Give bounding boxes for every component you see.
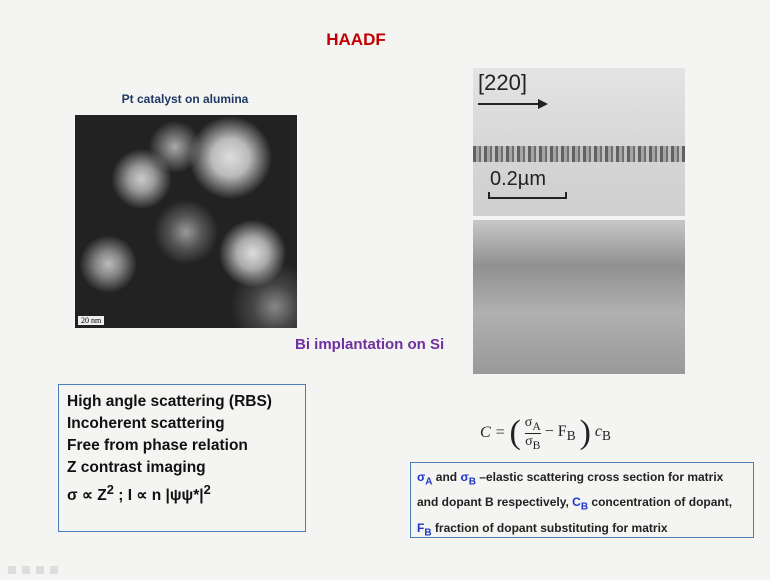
symbol: B <box>424 527 431 538</box>
slide: HAADF Pt catalyst on alumina 20 nm [220]… <box>0 0 770 580</box>
image-caption: Pt catalyst on alumina <box>95 92 275 106</box>
formula-part: σ ∝ Z <box>67 487 107 504</box>
property: Z contrast imaging <box>67 457 297 479</box>
eq-part: c <box>595 423 602 440</box>
symbol: σ <box>417 470 425 484</box>
eq-part: − F <box>545 423 567 440</box>
slide-title: HAADF <box>310 30 402 50</box>
eq-part: B <box>533 439 541 452</box>
property: Incoherent scattering <box>67 413 297 435</box>
micrograph <box>473 220 685 374</box>
note-text: and <box>432 470 460 484</box>
formula-part: |ψψ*| <box>166 487 204 504</box>
formula-part: 2 <box>204 482 211 497</box>
note-text: concentration of dopant, <box>588 495 732 509</box>
symbol: B <box>581 502 588 513</box>
eq-part: cB <box>595 423 611 444</box>
eq-part: A <box>532 420 540 433</box>
toolbar-icons <box>8 565 88 575</box>
micrograph <box>75 115 297 328</box>
symbol: σ <box>460 470 468 484</box>
formula-part: ; I ∝ n <box>118 487 161 504</box>
direction-label: [220] <box>478 70 527 96</box>
eq-part: C = <box>480 424 505 442</box>
eq-part: σA <box>525 415 541 433</box>
fraction: σA σB <box>525 415 541 452</box>
eq-part: − FB <box>545 423 576 444</box>
scale-label: 20 nm <box>78 316 104 325</box>
scale-label: 0.2µm <box>490 168 546 191</box>
paren: ( <box>509 416 520 450</box>
equation: C = ( σA σB − FB ) cB <box>480 415 611 452</box>
eq-part: σB <box>525 434 540 452</box>
eq-part: σ <box>525 434 533 449</box>
property: High angle scattering (RBS) <box>67 391 297 413</box>
direction-arrow <box>478 98 548 110</box>
image-caption: Bi implantation on Si <box>295 336 444 353</box>
property: Free from phase relation <box>67 435 297 457</box>
formula: σ ∝ Z2 ; I ∝ n |ψψ*|2 <box>67 479 297 507</box>
implant-band <box>473 146 685 162</box>
properties-box: High angle scattering (RBS) Incoherent s… <box>58 384 306 532</box>
paren: ) <box>580 416 591 450</box>
formula-part: 2 <box>107 482 114 497</box>
eq-part: B <box>602 428 611 443</box>
note-box: σA and σB –elastic scattering cross sect… <box>410 462 754 538</box>
symbol: C <box>572 495 581 509</box>
symbol: B <box>469 476 476 487</box>
eq-part: B <box>567 428 576 443</box>
scale-bar <box>488 192 568 200</box>
note-text: fraction of dopant substituting for matr… <box>432 521 668 535</box>
